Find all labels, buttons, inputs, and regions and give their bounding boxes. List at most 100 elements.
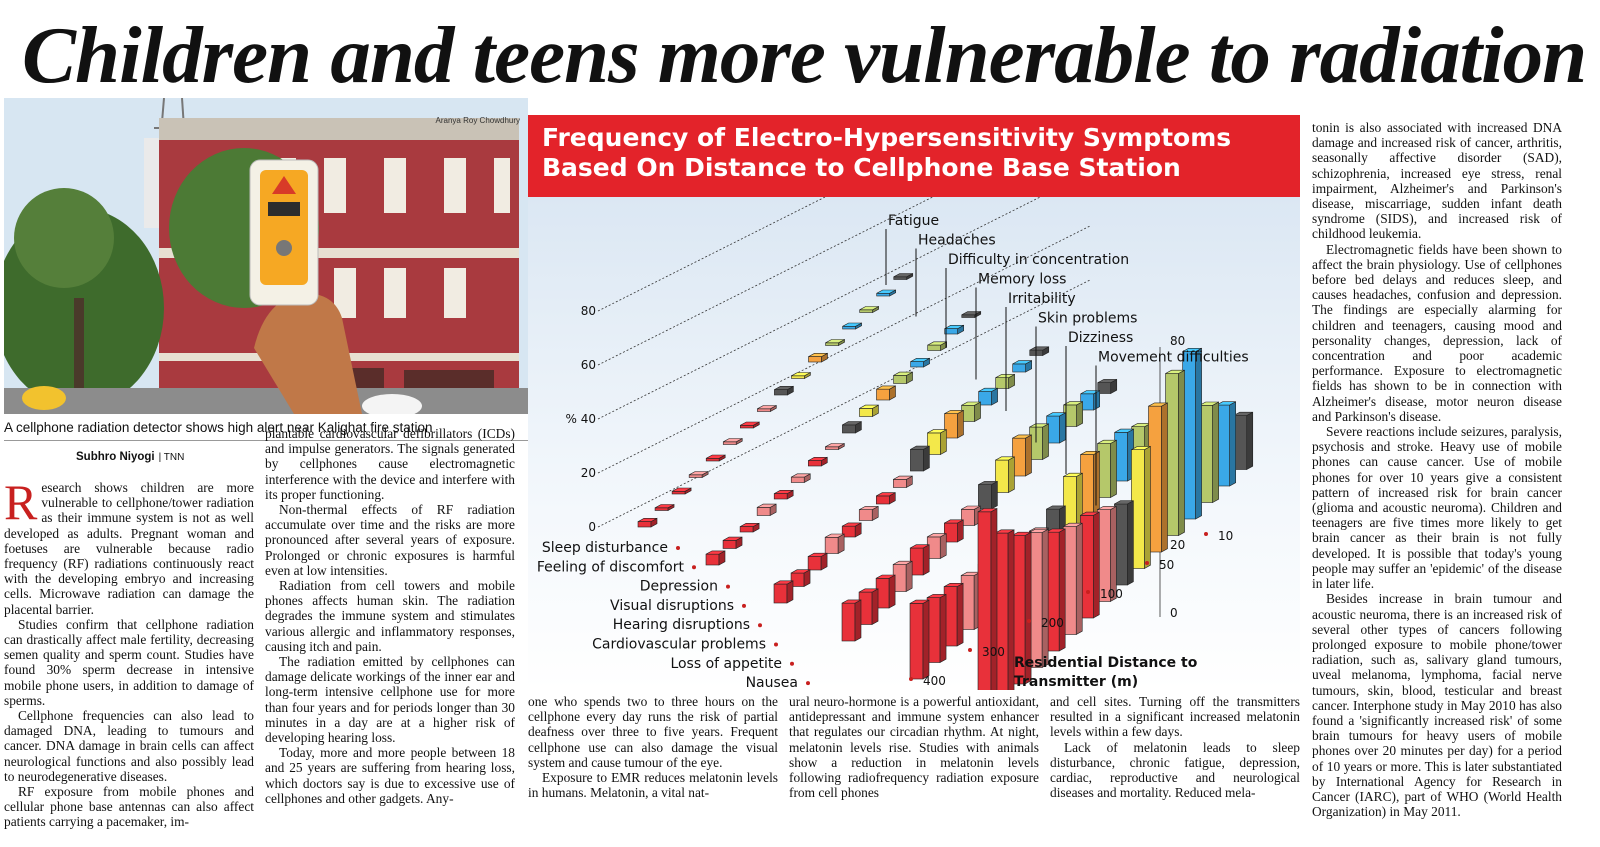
bar-top [1080,390,1100,395]
bar [773,583,788,604]
bar-top [757,405,777,410]
bar-top [859,306,879,311]
bar [790,476,805,483]
article-paragraph: Lack of melatonin leads to sleep disturb… [1050,739,1300,801]
gridline [597,279,1092,528]
bar-side [939,533,947,560]
category-dot [1027,619,1031,623]
series-dot [726,584,730,589]
bar-top [910,358,930,362]
bar-top [977,508,998,513]
bar [654,507,669,511]
bar-top [1029,423,1049,428]
x-tick-label: 200 [1041,616,1064,630]
bar-top [893,475,913,480]
bar-top [1080,511,1100,516]
bar-side [786,580,794,604]
bar-side [854,599,862,642]
bar-top [825,533,845,538]
bar [876,293,891,297]
bar-top [1165,369,1185,374]
bar [722,540,737,549]
bar-side [1161,402,1168,553]
series-label: Movement difficulties [1098,350,1249,366]
y-tick-right: 20 [1170,538,1185,552]
bar [893,375,907,384]
byline-author: Subhro Niyogi [76,451,155,463]
article-paragraph: Cellphone frequencies can also lead to d… [4,708,254,784]
bar-side [956,519,964,543]
y-tick-left: 0 [588,520,596,534]
bar [927,344,941,351]
bar [944,328,959,335]
bar-top [791,372,811,377]
bar-top [893,371,913,376]
bar-side [940,429,947,456]
bar-top [705,550,726,555]
bar-side [1041,528,1049,669]
chart-title-line-1: Frequency of Electro-Hypersensitivity Sy… [542,123,1232,152]
bar [705,457,720,462]
bar [842,424,856,434]
series-label: Headaches [918,233,996,249]
bar-side [1092,511,1100,619]
bar-side [957,409,964,439]
bar [842,326,856,330]
bar [739,526,754,533]
bar [961,314,976,318]
article-paragraph: plantable cardiovascular defibrillators … [265,426,515,502]
y-tick-right: 80 [1170,334,1185,348]
category-dot [1086,590,1090,594]
bar-top [1097,439,1117,444]
article-paragraph: Besides increase in brain tumour and aco… [1312,591,1562,820]
article-paragraph: one who spends two to three hours on the… [528,694,778,770]
bar-top [994,529,1015,534]
bar-top [637,517,658,522]
bar-top [1097,506,1117,511]
series-label: Dizziness [1068,330,1133,346]
bar [807,556,822,571]
bar-top [808,353,828,357]
bar-side [888,574,896,609]
category-dot [968,648,972,652]
bar [824,536,839,554]
bar-top [893,560,913,565]
headline: Children and teens more vulnerable to ra… [22,10,1587,100]
x-tick-label: 100 [1100,587,1123,601]
series-label: Memory loss [978,272,1066,288]
bar-side [1042,423,1049,461]
series-dot [758,623,762,628]
article-column-2: plantable cardiovascular defibrillators … [265,426,515,806]
bar [978,484,992,510]
bar-top [927,341,947,346]
bar [893,479,907,488]
series-label: Sleep disturbance [542,540,668,556]
chart-svg: 020% 40608002040 %6080FatigueHeadachesDi… [537,63,1254,718]
category-dot [1145,561,1149,565]
bar-top [1029,346,1049,351]
bar-top [876,492,896,497]
article-paragraph: The radiation emitted by cellphones can … [265,654,515,746]
bar [859,309,873,313]
bar-side [1178,369,1185,537]
article-paragraph: Non-thermal effects of RF radiation accu… [265,502,515,578]
bar-top [944,325,964,329]
symptoms-chart: Frequency of Electro-Hypersensitivity Sy… [528,63,1300,718]
x-tick-label: 50 [1159,558,1174,572]
series-label: Nausea [746,675,798,690]
bar-top [927,533,947,538]
bar-top [774,489,794,494]
bar-side [1144,445,1151,570]
bar-side [1058,528,1066,652]
article-paragraph: RF exposure from mobile phones and cellu… [4,784,254,830]
bar-top [859,506,879,511]
bar-top [671,487,692,492]
bar-top [841,599,862,604]
bar-top [1012,360,1032,365]
series-dot [676,546,680,550]
series-dot [806,681,810,686]
bar-top [1233,411,1253,416]
series-label: Irritability [1008,291,1076,307]
bar-side [871,588,879,626]
bar-top [910,544,930,549]
